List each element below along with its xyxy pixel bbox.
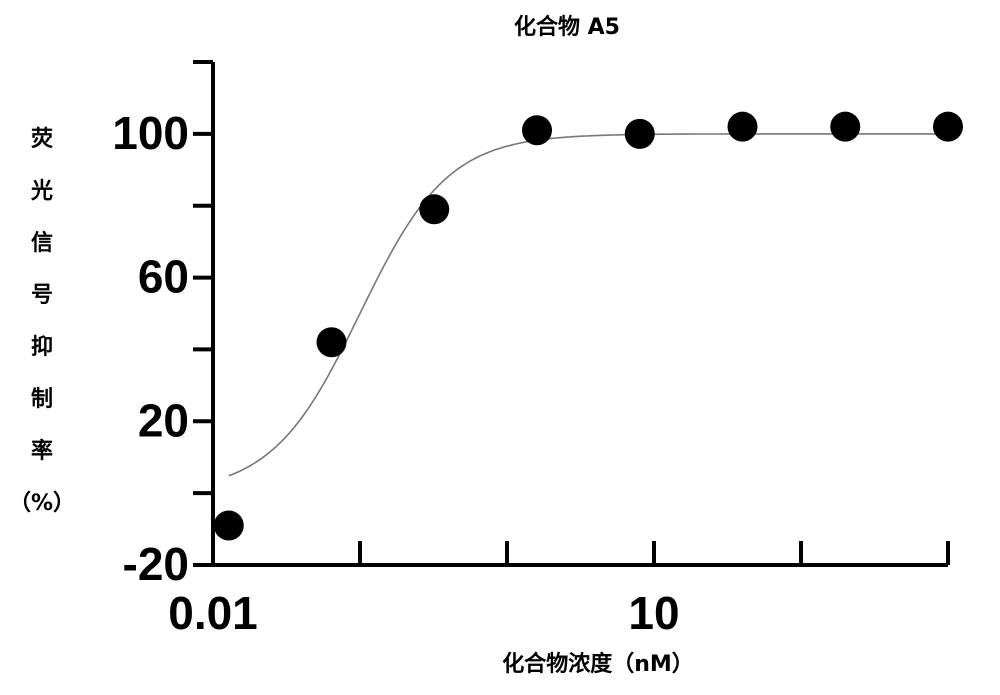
x-tick-label: 10 xyxy=(628,587,679,639)
data-point xyxy=(522,115,553,146)
data-point xyxy=(419,194,450,225)
y-tick-label: 60 xyxy=(138,251,189,303)
y-axis-label: 荧光信号抑制率（%） xyxy=(9,127,75,516)
data-point xyxy=(830,111,861,142)
y-tick-label: 20 xyxy=(138,394,189,446)
fit-curve xyxy=(228,133,948,477)
chart-title: 化合物 A5 xyxy=(514,14,620,40)
data-point xyxy=(624,118,655,149)
x-axis-label: 化合物浓度（nM） xyxy=(502,651,694,677)
data-point xyxy=(727,111,758,142)
data-point xyxy=(316,327,347,358)
data-point xyxy=(213,510,244,541)
x-tick-label: 0.01 xyxy=(168,587,258,639)
data-point xyxy=(933,111,963,142)
y-tick-label: -20 xyxy=(123,538,189,590)
y-tick-label: 100 xyxy=(112,107,189,159)
